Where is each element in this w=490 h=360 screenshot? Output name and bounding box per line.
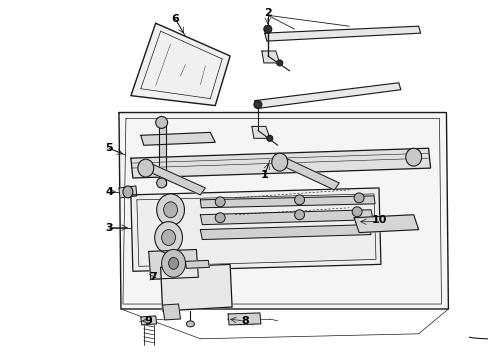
Ellipse shape	[406, 148, 421, 166]
Text: 10: 10	[371, 215, 387, 225]
Text: 8: 8	[241, 316, 249, 326]
Ellipse shape	[162, 230, 175, 246]
Ellipse shape	[157, 178, 167, 188]
Polygon shape	[149, 249, 198, 279]
Ellipse shape	[352, 207, 362, 217]
Ellipse shape	[156, 117, 168, 129]
Text: 1: 1	[261, 170, 269, 180]
Polygon shape	[119, 186, 137, 198]
Polygon shape	[354, 215, 418, 233]
Polygon shape	[200, 225, 371, 239]
Text: 9: 9	[145, 316, 153, 326]
Ellipse shape	[354, 193, 364, 203]
Polygon shape	[185, 260, 209, 268]
Polygon shape	[200, 196, 375, 208]
Polygon shape	[228, 313, 261, 325]
Polygon shape	[262, 51, 280, 63]
Ellipse shape	[164, 202, 177, 218]
Polygon shape	[252, 126, 270, 138]
Ellipse shape	[187, 321, 195, 327]
Polygon shape	[265, 26, 420, 41]
Ellipse shape	[215, 213, 225, 223]
Ellipse shape	[294, 195, 305, 205]
Ellipse shape	[123, 186, 133, 198]
Ellipse shape	[157, 194, 184, 226]
Polygon shape	[131, 148, 431, 178]
Polygon shape	[141, 161, 205, 195]
Ellipse shape	[138, 159, 154, 177]
Ellipse shape	[264, 25, 272, 33]
Ellipse shape	[215, 197, 225, 207]
Text: 5: 5	[105, 143, 113, 153]
Polygon shape	[161, 264, 232, 311]
Ellipse shape	[162, 249, 185, 277]
Polygon shape	[141, 316, 157, 325]
Ellipse shape	[254, 100, 262, 109]
Text: 6: 6	[172, 14, 179, 24]
Ellipse shape	[294, 210, 305, 220]
Text: 7: 7	[149, 272, 157, 282]
Ellipse shape	[155, 222, 182, 253]
Polygon shape	[163, 304, 180, 320]
Polygon shape	[200, 210, 373, 225]
Polygon shape	[119, 113, 448, 309]
Polygon shape	[141, 132, 215, 145]
Ellipse shape	[277, 60, 283, 66]
Ellipse shape	[169, 257, 178, 269]
Text: 2: 2	[264, 8, 271, 18]
Polygon shape	[131, 188, 381, 271]
Text: 3: 3	[105, 222, 113, 233]
Text: 4: 4	[105, 187, 113, 197]
Ellipse shape	[272, 153, 288, 171]
Polygon shape	[159, 121, 166, 185]
Polygon shape	[255, 83, 401, 109]
Polygon shape	[131, 23, 230, 105]
Polygon shape	[275, 155, 339, 190]
Ellipse shape	[267, 135, 273, 141]
